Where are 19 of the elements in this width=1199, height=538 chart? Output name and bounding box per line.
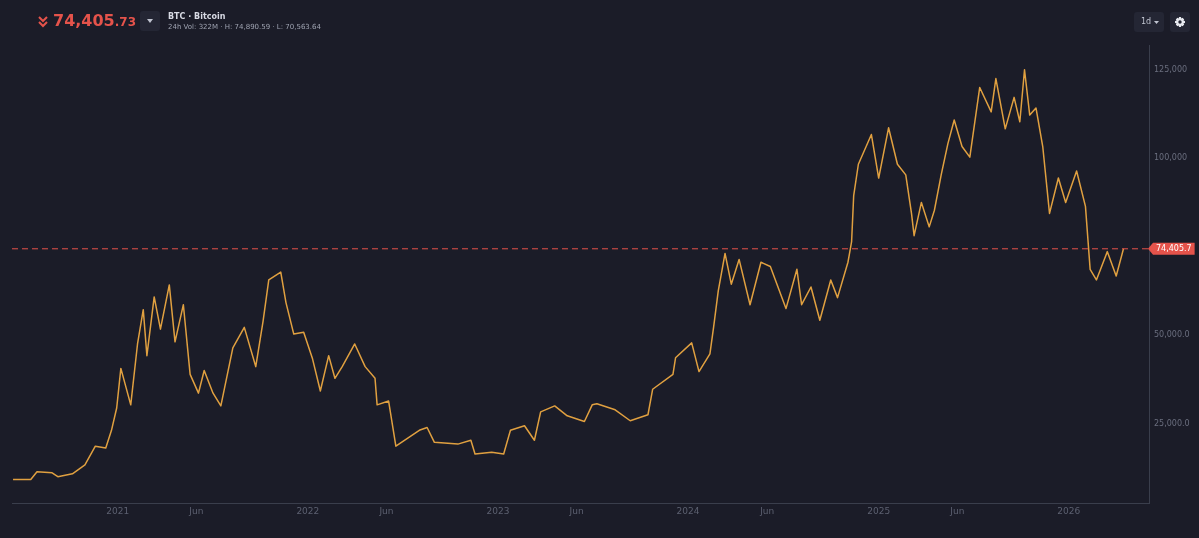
x-tick-label: 2022: [296, 505, 320, 516]
x-tick-label: 2021: [106, 505, 130, 516]
x-tick-label: Jun: [759, 505, 775, 516]
text: 1d: [1141, 17, 1152, 27]
chart-title: BTC · Bitcoin: [168, 12, 226, 21]
y-tick-label: 100,000: [1154, 153, 1188, 163]
x-tick-label: Jun: [188, 505, 204, 516]
text: 74,405.73: [53, 11, 137, 30]
x-tick-label: Jun: [378, 505, 394, 516]
x-tick-label: 2026: [1057, 505, 1081, 516]
x-tick-label: Jun: [568, 505, 584, 516]
x-tick-label: 2024: [676, 505, 700, 516]
x-tick-label: 2025: [867, 505, 891, 516]
y-tick-label: 50,000.0: [1154, 330, 1190, 340]
x-tick-label: 2023: [486, 505, 510, 516]
y-tick-label: 25,000.0: [1154, 418, 1190, 428]
ref-line-label: 74,405.7: [1156, 243, 1192, 253]
y-tick-label: 125,000: [1154, 64, 1188, 74]
x-tick-label: Jun: [949, 505, 965, 516]
